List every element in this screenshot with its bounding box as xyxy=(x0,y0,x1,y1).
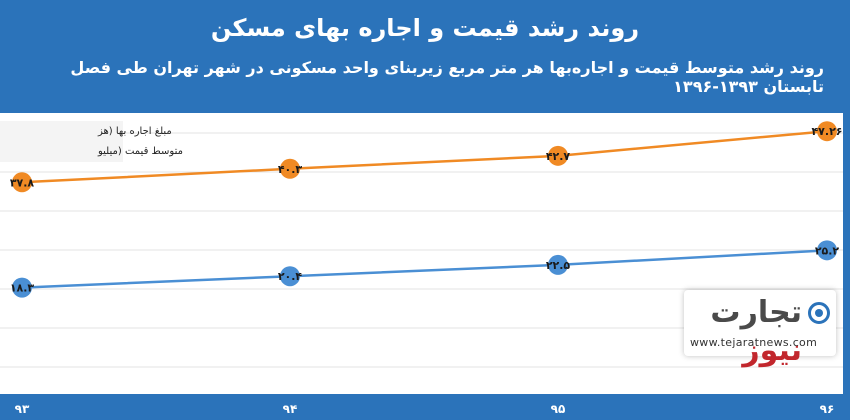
data-point xyxy=(280,266,300,287)
data-point xyxy=(12,277,32,298)
data-label: ۴۲.۷ xyxy=(546,150,571,163)
data-point xyxy=(817,121,837,142)
data-label: ۲۰.۴ xyxy=(278,270,303,283)
legend-box xyxy=(0,121,123,162)
data-label: ۴۰.۳ xyxy=(278,163,303,176)
x-tick-label: ۹۴ xyxy=(283,402,298,416)
data-point xyxy=(548,145,568,166)
chart-subtitle: روند رشد متوسط قیمت و اجاره‌بها هر متر م… xyxy=(70,58,824,96)
gridlines xyxy=(0,132,843,368)
tejaratnews-logo: تجارت نیوز www.tejaratnews.com xyxy=(684,290,836,368)
series-line xyxy=(21,249,828,289)
series-lines xyxy=(21,129,828,289)
logo-title-part2: نیوز xyxy=(742,333,802,368)
series-points xyxy=(12,121,837,298)
data-label: ۱۸.۳ xyxy=(10,282,35,295)
x-tick-label: ۹۳ xyxy=(15,402,30,416)
data-labels: ۳۷.۸ ۴۰.۳ ۴۲.۷ ۴۷.۲۶ ۱۸.۳ ۲۰.۴ ۲۲.۵ ۲۵.۲ xyxy=(10,125,843,294)
legend-label: متوسط قیمت (میلیو xyxy=(97,146,183,157)
data-label: ۴۷.۲۶ xyxy=(811,125,842,138)
data-label: ۲۵.۲ xyxy=(815,244,840,257)
data-label: ۲۲.۵ xyxy=(546,259,571,272)
legend-label: مبلغ اجاره بها (هز xyxy=(97,126,172,137)
data-label: ۳۷.۸ xyxy=(10,176,35,189)
data-point xyxy=(280,158,300,179)
logo-title-part1: تجارت xyxy=(710,295,802,330)
x-tick-label: ۹۶ xyxy=(820,402,835,416)
x-tick-label: ۹۵ xyxy=(551,402,566,416)
logo-mark-icon xyxy=(808,302,830,324)
right-border xyxy=(843,113,850,394)
data-point xyxy=(12,172,32,193)
chart-title: روند رشد قیمت و اجاره بهای مسکن xyxy=(210,14,640,42)
x-axis: ۹۳ ۹۴ ۹۵ ۹۶ xyxy=(15,402,835,416)
data-point xyxy=(548,254,568,275)
logo-title: تجارت نیوز xyxy=(684,294,802,370)
logo-url: www.tejaratnews.com xyxy=(690,336,818,349)
series-line xyxy=(21,129,828,184)
legend: مبلغ اجاره بها (هز متوسط قیمت (میلیو xyxy=(0,121,183,162)
data-point xyxy=(817,240,837,261)
